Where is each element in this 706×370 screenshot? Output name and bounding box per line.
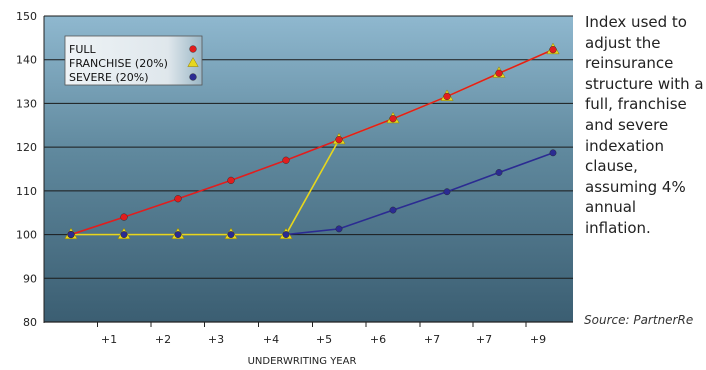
x-tick-label: +9 <box>530 333 546 346</box>
x-tick-label: +3 <box>208 333 224 346</box>
y-tick-label: 150 <box>16 10 37 23</box>
legend-box <box>64 35 203 86</box>
series-group <box>64 42 560 240</box>
data-point <box>67 231 75 238</box>
y-tick-label: 120 <box>16 141 37 154</box>
x-tick-label: +7 <box>476 333 492 346</box>
series-line <box>70 48 554 236</box>
data-point <box>174 231 182 238</box>
x-tick-label: +6 <box>370 333 386 346</box>
legend-label: FRANCHISE (20%) <box>69 57 168 70</box>
y-tick-label: 100 <box>16 229 37 242</box>
y-tick-label: 90 <box>23 272 37 285</box>
y-tick-label: 140 <box>16 54 37 67</box>
legend-label: SEVERE (20%) <box>69 71 149 84</box>
y-tick-label: 110 <box>16 185 37 198</box>
data-point <box>227 176 235 184</box>
source-text: Source: PartnerRe <box>584 313 694 327</box>
data-point <box>227 231 235 238</box>
data-point <box>443 188 451 196</box>
data-point <box>549 149 557 157</box>
y-axis: 80 90 100 110 120 130 140 150 <box>16 10 37 329</box>
data-point <box>495 69 503 77</box>
y-tick-label: 130 <box>16 97 37 110</box>
data-point <box>389 206 397 214</box>
legend-label: FULL <box>69 43 97 56</box>
side-note: Index used to adjust the reinsurance str… <box>585 13 704 237</box>
data-point <box>443 92 451 101</box>
x-tick-label: +1 <box>101 333 117 346</box>
data-point <box>189 45 197 53</box>
x-axis: +1 +2 +3 +4 +5 +6 +7 +7 +9 <box>97 322 546 346</box>
data-point <box>549 46 557 54</box>
data-point <box>282 156 290 164</box>
x-tick-label: +4 <box>263 333 279 346</box>
data-point <box>174 195 182 203</box>
data-point <box>120 213 128 221</box>
data-point <box>282 231 290 238</box>
data-point <box>495 169 503 176</box>
data-point <box>389 115 397 123</box>
x-tick-label: +7 <box>424 333 440 346</box>
data-point <box>335 136 343 144</box>
y-tick-label: 80 <box>23 316 37 329</box>
data-point <box>187 56 199 67</box>
grid <box>43 15 573 323</box>
data-point <box>335 225 343 233</box>
data-point <box>120 231 128 238</box>
x-axis-title: UNDERWRITING YEAR <box>248 356 357 367</box>
data-point <box>189 73 197 81</box>
x-tick-label: +2 <box>155 333 171 346</box>
x-tick-label: +5 <box>316 333 332 346</box>
